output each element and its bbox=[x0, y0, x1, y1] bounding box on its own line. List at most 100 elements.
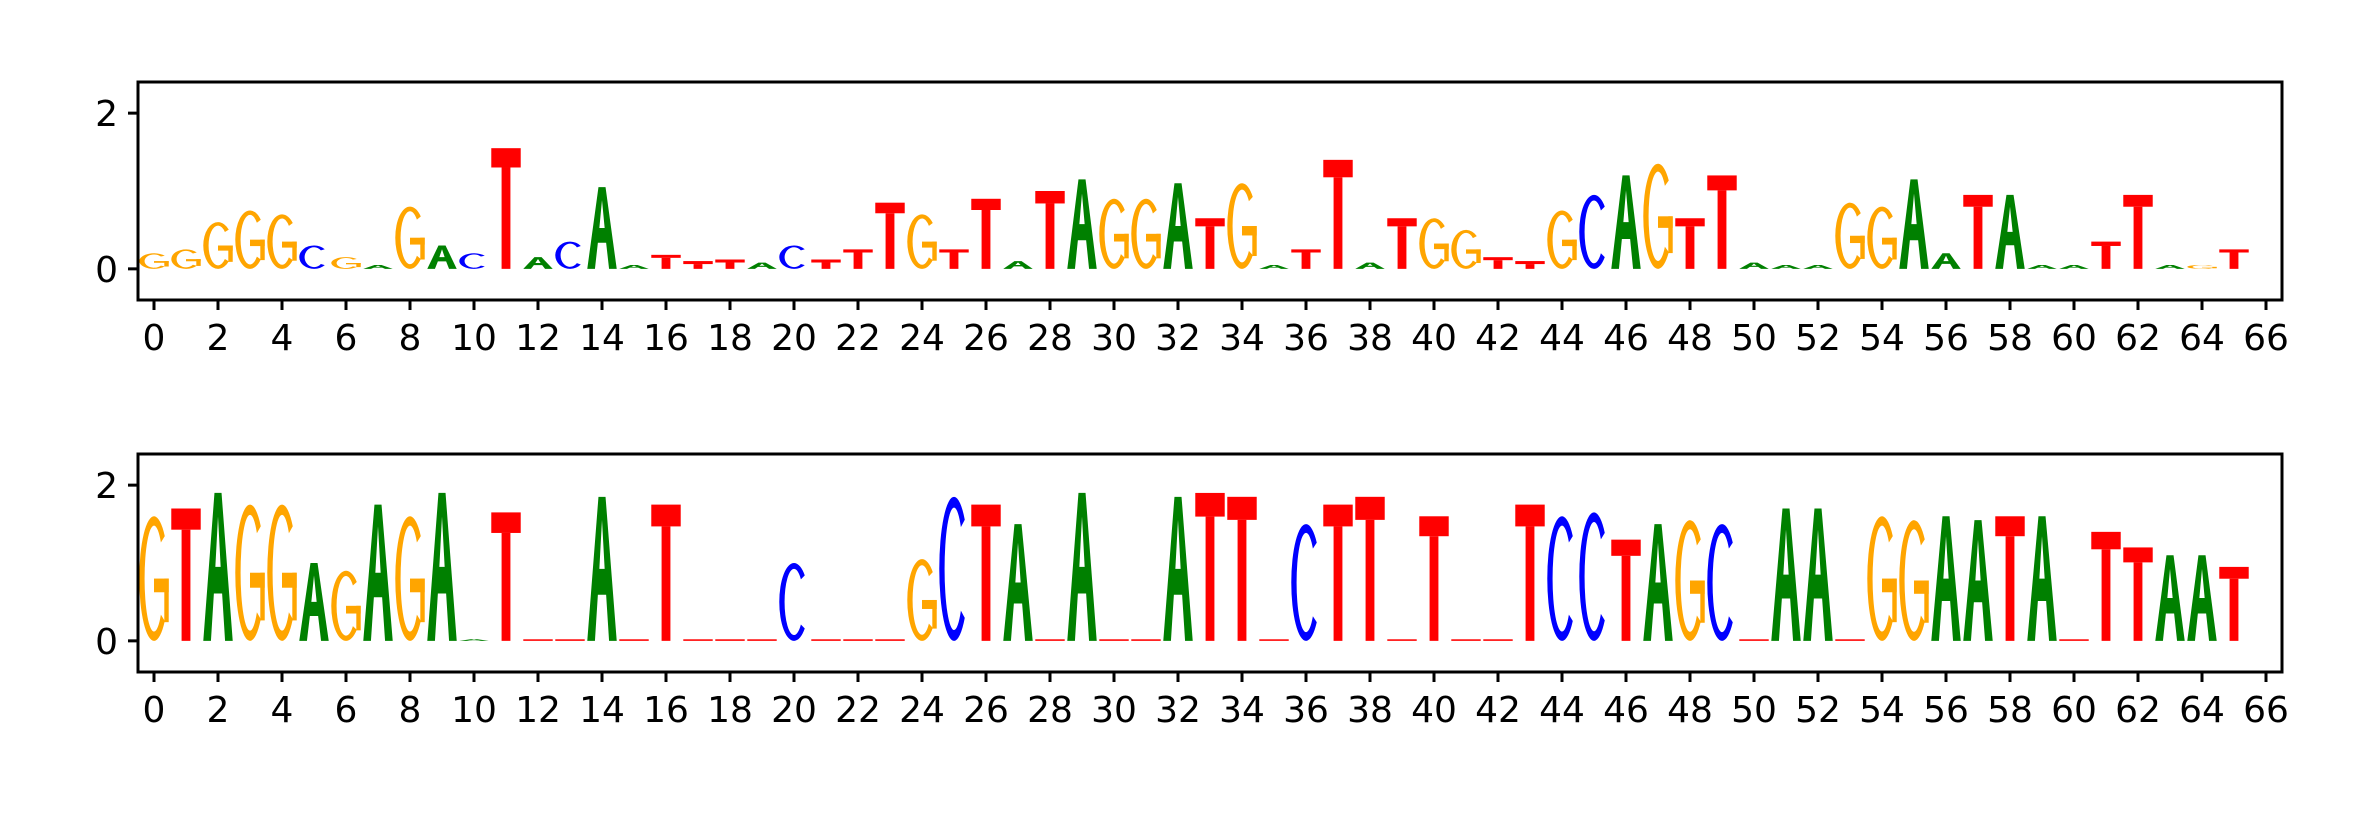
logo-letter-T-26-bar bbox=[971, 198, 1001, 210]
logo-letter-T-39-stem bbox=[1397, 226, 1407, 269]
logo-letter-T-28-bar bbox=[1035, 639, 1065, 641]
logo-letter-G-55-spur bbox=[1924, 580, 1929, 623]
logo-letter-A-15 bbox=[619, 264, 649, 269]
logo-letter-T-39-bar bbox=[1387, 639, 1417, 641]
logo-letter-T-61-stem bbox=[2101, 549, 2111, 641]
logo-letter-A-38 bbox=[1355, 262, 1385, 269]
logo-letter-T-46-bar bbox=[1611, 539, 1641, 556]
logo-letter-G-30-spur bbox=[1124, 233, 1129, 259]
x-tick-label: 8 bbox=[399, 318, 422, 359]
x-tick-label: 4 bbox=[271, 318, 294, 359]
x-tick-label: 26 bbox=[963, 690, 1009, 731]
logo-letter-T-22-bar bbox=[843, 639, 873, 641]
x-tick-label: 10 bbox=[451, 318, 497, 359]
y-tick-label: 2 bbox=[95, 466, 118, 507]
logo-letter-G-40-bar bbox=[1434, 243, 1449, 250]
logo-letter-A-63 bbox=[2155, 264, 2185, 269]
x-tick-label: 60 bbox=[2051, 690, 2097, 731]
logo-letter-A-7 bbox=[363, 504, 393, 641]
logo-letter-A-19 bbox=[747, 262, 777, 269]
x-tick-label: 20 bbox=[771, 318, 817, 359]
x-tick-label: 36 bbox=[1283, 690, 1329, 731]
logo-letter-G-24-bar bbox=[922, 241, 937, 248]
logo-letter-G-8 bbox=[395, 516, 421, 641]
logo-letter-T-33-stem bbox=[1205, 516, 1215, 641]
logo-letter-G-8-spur bbox=[420, 578, 425, 623]
logo-letter-T-62-stem bbox=[2133, 562, 2143, 641]
logo-letter-A-14 bbox=[587, 187, 617, 269]
logo-letter-A-51 bbox=[1771, 264, 1801, 269]
logo-letter-T-40-stem bbox=[1429, 536, 1439, 641]
logo-letter-G-48-spur bbox=[1700, 580, 1705, 623]
x-tick-label: 32 bbox=[1155, 318, 1201, 359]
x-tick-label: 46 bbox=[1603, 690, 1649, 731]
y-tick-label: 0 bbox=[95, 250, 118, 291]
logo-letter-C-49 bbox=[1707, 524, 1733, 641]
logo-letter-G-24-bar bbox=[922, 599, 937, 609]
x-tick-label: 46 bbox=[1603, 318, 1649, 359]
logo-letter-C-45 bbox=[1579, 194, 1605, 269]
logo-letter-G-30 bbox=[1099, 198, 1125, 269]
logo-letter-T-37-stem bbox=[1333, 177, 1343, 269]
x-tick-label: 50 bbox=[1731, 690, 1777, 731]
logo-letter-T-16-bar bbox=[651, 504, 681, 527]
logo-letter-A-47 bbox=[1643, 524, 1673, 641]
logo-letter-G-0 bbox=[139, 516, 165, 641]
logo-letter-T-16-stem bbox=[661, 526, 671, 641]
x-tick-label: 62 bbox=[2115, 690, 2161, 731]
x-tick-label: 6 bbox=[335, 690, 358, 731]
logo-letter-A-35 bbox=[1259, 264, 1289, 269]
logo-letter-C-36 bbox=[1291, 524, 1317, 641]
logo-letter-T-16-stem bbox=[661, 257, 671, 269]
x-tick-label: 44 bbox=[1539, 318, 1585, 359]
x-tick-label: 0 bbox=[143, 690, 166, 731]
x-tick-label: 58 bbox=[1987, 690, 2033, 731]
x-tick-label: 20 bbox=[771, 690, 817, 731]
axes-frame bbox=[136, 452, 2284, 674]
logo-letter-G-64-spur bbox=[2212, 266, 2217, 269]
logo-letter-T-58-stem bbox=[2005, 536, 2015, 641]
logo-letter-G-4-spur bbox=[292, 241, 297, 261]
x-tick-label: 52 bbox=[1795, 318, 1841, 359]
logo-letter-T-16-bar bbox=[651, 254, 681, 258]
logo-letter-G-47 bbox=[1643, 163, 1669, 269]
logo-letter-T-23-bar bbox=[875, 202, 905, 214]
x-tick-label: 12 bbox=[515, 318, 561, 359]
x-tick-label: 66 bbox=[2243, 318, 2289, 359]
logo-letter-C-10 bbox=[459, 253, 485, 269]
logo-letter-A-55 bbox=[1899, 179, 1929, 269]
logo-letter-T-28-bar bbox=[1035, 191, 1065, 204]
logo-letter-A-56 bbox=[1931, 253, 1961, 269]
logo-letter-T-60-bar bbox=[2059, 639, 2089, 641]
logo-letter-G-1-spur bbox=[196, 259, 201, 266]
logo-letter-A-29 bbox=[1067, 492, 1097, 641]
logo-letter-G-6-spur bbox=[356, 605, 361, 631]
x-tick-label: 6 bbox=[335, 318, 358, 359]
logo-letter-G-44-bar bbox=[1562, 239, 1577, 247]
logo-letter-A-10 bbox=[459, 639, 489, 641]
logo-letter-T-36-stem bbox=[1301, 252, 1311, 269]
logo-letter-G-44 bbox=[1547, 210, 1573, 269]
logo-letter-G-30-bar bbox=[1114, 233, 1129, 242]
logo-letter-G-55 bbox=[1899, 520, 1925, 641]
logo-letter-T-35-bar bbox=[1259, 639, 1289, 641]
logo-letter-T-28-stem bbox=[1045, 203, 1055, 269]
x-tick-label: 24 bbox=[899, 318, 945, 359]
logo-letter-T-37-bar bbox=[1323, 504, 1353, 527]
logo-letter-G-24-spur bbox=[932, 241, 937, 261]
logo-letter-T-43-stem bbox=[1525, 264, 1535, 269]
logo-letter-T-40-bar bbox=[1419, 516, 1449, 537]
logo-letter-G-1 bbox=[171, 249, 197, 269]
logo-letter-T-61-bar bbox=[2091, 531, 2121, 550]
logo-letter-T-42-bar bbox=[1483, 639, 1513, 641]
logo-letter-T-34-bar bbox=[1227, 496, 1257, 520]
logo-letter-A-57 bbox=[1963, 520, 1993, 641]
logo-letter-G-24 bbox=[907, 214, 933, 269]
logo-letter-G-48 bbox=[1675, 520, 1701, 641]
y-tick-label: 2 bbox=[95, 94, 118, 135]
logo-letter-G-64 bbox=[2187, 264, 2213, 269]
logo-letter-G-4 bbox=[267, 504, 293, 641]
logo-letter-A-50 bbox=[1739, 262, 1769, 269]
x-tick-label: 34 bbox=[1219, 318, 1265, 359]
logo-letter-G-31-bar bbox=[1146, 233, 1161, 242]
